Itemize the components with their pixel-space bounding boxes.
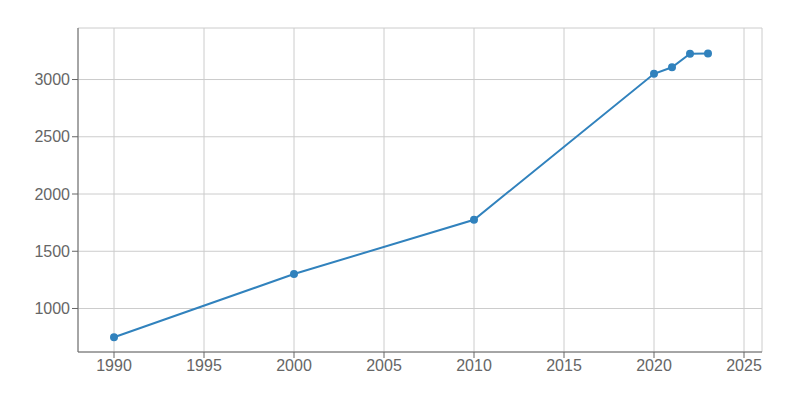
svg-text:1995: 1995 <box>186 357 222 374</box>
svg-text:3000: 3000 <box>34 71 70 88</box>
svg-text:2015: 2015 <box>546 357 582 374</box>
svg-text:2025: 2025 <box>726 357 762 374</box>
svg-text:1990: 1990 <box>96 357 132 374</box>
svg-text:2010: 2010 <box>456 357 492 374</box>
svg-text:1000: 1000 <box>34 300 70 317</box>
svg-text:2000: 2000 <box>276 357 312 374</box>
svg-text:2000: 2000 <box>34 186 70 203</box>
svg-text:1500: 1500 <box>34 243 70 260</box>
svg-text:2020: 2020 <box>636 357 672 374</box>
svg-text:2005: 2005 <box>366 357 402 374</box>
svg-text:2500: 2500 <box>34 128 70 145</box>
